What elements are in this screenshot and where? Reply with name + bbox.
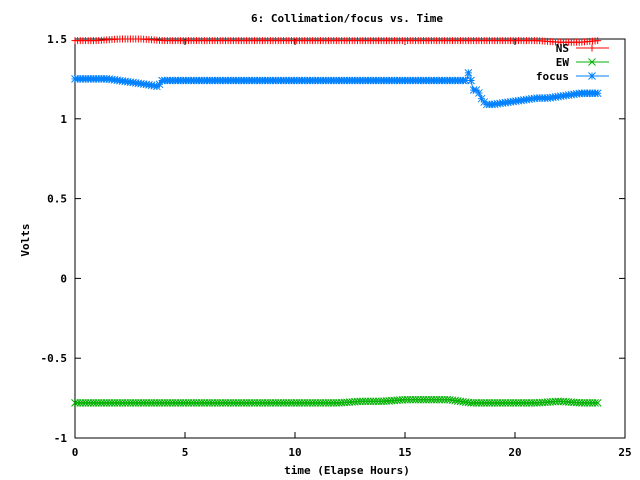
data-point-ew xyxy=(591,399,599,407)
legend-marker xyxy=(588,72,596,80)
data-point-focus xyxy=(464,68,473,77)
x-tick-label: 15 xyxy=(398,446,411,459)
legend-label: EW xyxy=(556,56,570,69)
x-axis-label: time (Elapse Hours) xyxy=(284,464,410,477)
series-focus xyxy=(71,68,602,109)
data-point-focus xyxy=(593,89,602,98)
y-axis-label: Volts xyxy=(19,223,32,256)
y-axis: -1 -0.5 0 0.5 1 1.5 xyxy=(41,33,625,445)
x-tick-label: 20 xyxy=(508,446,521,459)
legend-marker xyxy=(588,58,596,66)
data-point-focus xyxy=(155,80,164,89)
x-axis: 0 5 10 15 20 25 xyxy=(72,39,632,459)
x-tick-label: 25 xyxy=(618,446,631,459)
x-tick-label: 0 xyxy=(72,446,79,459)
legend-marker xyxy=(588,44,596,52)
legend-item-ew: EW xyxy=(556,56,609,69)
legend-label: NS xyxy=(556,42,569,55)
chart-title: 6: Collimation/focus vs. Time xyxy=(251,12,443,25)
series-group xyxy=(71,35,602,407)
legend-item-focus: focus xyxy=(536,70,609,83)
y-tick-label: 1.5 xyxy=(47,33,67,46)
data-point-ew xyxy=(593,399,602,407)
x-tick-label: 5 xyxy=(182,446,189,459)
x-tick-label: 10 xyxy=(288,446,301,459)
data-point-focus xyxy=(467,76,475,85)
series-ew xyxy=(71,395,602,407)
y-tick-label: -1 xyxy=(54,432,68,445)
data-point-ns xyxy=(594,37,602,45)
series-ns xyxy=(71,35,602,46)
y-tick-label: -0.5 xyxy=(41,352,68,365)
y-tick-label: 0 xyxy=(60,272,67,285)
legend-item-ns: NS xyxy=(556,42,609,55)
legend-label: focus xyxy=(536,70,569,83)
y-tick-label: 1 xyxy=(60,113,67,126)
y-tick-label: 0.5 xyxy=(47,193,67,206)
